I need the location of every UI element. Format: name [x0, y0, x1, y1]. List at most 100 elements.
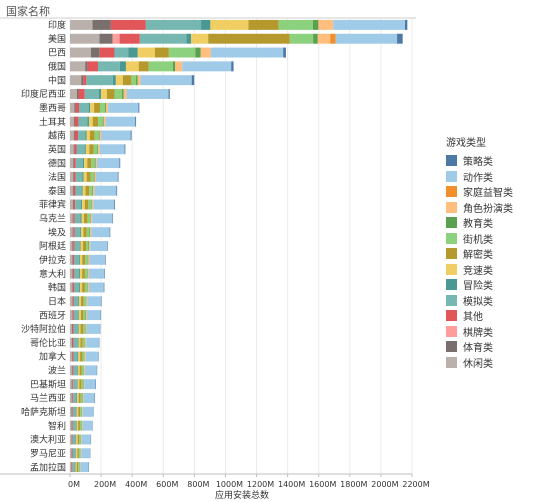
bar-segment — [201, 19, 211, 30]
bar-segment — [98, 144, 100, 155]
bar-segment — [75, 199, 82, 210]
bar-segment — [74, 268, 80, 279]
bar-segment — [94, 185, 117, 196]
bar-segment — [86, 171, 91, 182]
bar-segment — [80, 213, 82, 224]
legend-item: 教育类 — [446, 215, 546, 231]
bar-segment — [81, 296, 84, 307]
category-label: 印度尼西亚 — [21, 88, 66, 100]
legend-item: 角色扮演类 — [446, 200, 546, 216]
bar-segment — [91, 227, 110, 238]
category-label: 英国 — [48, 143, 66, 155]
bar-segment — [70, 323, 73, 334]
bar-segment — [75, 420, 77, 431]
bar-segment — [73, 351, 78, 362]
legend-swatch — [446, 310, 457, 322]
bar-segment — [76, 379, 78, 390]
bar-segment — [88, 199, 92, 210]
bar-segment — [75, 185, 82, 196]
bar-segment — [89, 241, 91, 251]
bar-segment — [86, 310, 101, 321]
bar-segment — [80, 448, 82, 459]
bar-segment — [85, 61, 88, 72]
bar-segment — [74, 116, 75, 127]
bar-segment — [83, 227, 87, 238]
bar-segment — [79, 434, 81, 445]
bar-segment — [72, 241, 74, 251]
bar-segment — [87, 254, 89, 265]
bar-segment — [86, 75, 113, 86]
bar-segment — [72, 310, 74, 321]
legend-label: 棋牌类 — [463, 327, 493, 339]
bar-segment — [72, 323, 74, 334]
bar-segment — [70, 448, 72, 459]
bar-segment — [73, 379, 77, 390]
bar-segment — [70, 89, 77, 99]
bar-segment — [81, 75, 84, 86]
bar-segment — [81, 448, 90, 459]
legend: 游戏类型 策略类 动作类 家庭益智类 角色扮演类 教育类 街机类 解密类 竞速类 冒险类 模拟类其… — [446, 137, 546, 370]
legend-swatch — [446, 294, 457, 306]
bar-segment — [317, 33, 331, 44]
bar-segment — [90, 171, 94, 182]
bar-segment — [90, 213, 93, 224]
bar-segment — [86, 310, 87, 321]
bar-segment — [82, 241, 87, 251]
bar-segment — [99, 144, 125, 155]
category-label: 法国 — [48, 171, 66, 183]
bar-segment — [70, 254, 73, 265]
bar-segment — [78, 323, 81, 334]
legend-label: 冒险类 — [463, 281, 493, 293]
bar-segment — [86, 296, 88, 307]
legend-label: 角色扮演类 — [463, 203, 513, 215]
bar-segment — [73, 199, 76, 210]
legend-swatch — [446, 356, 457, 368]
bar-segment — [96, 158, 120, 169]
bar-segment — [119, 61, 126, 72]
bar-segment — [124, 144, 126, 155]
category-label: 伊拉克 — [39, 254, 66, 266]
bar-segment — [82, 268, 85, 279]
bar-segment — [73, 365, 78, 376]
bar-segment — [76, 393, 78, 403]
bar-segment — [80, 227, 82, 238]
x-axis-ticks: 0M 200M 400M 600M 800M 1000M 1200M 1400M 1600M 18… — [68, 474, 430, 489]
bar-segment — [88, 102, 91, 113]
legend-item: 动作类 — [446, 169, 546, 185]
bar-segment — [92, 213, 113, 224]
bar-segment — [81, 434, 91, 445]
legend-item: 街机类 — [446, 231, 546, 247]
bar-segment — [91, 158, 95, 169]
bar-segment — [77, 448, 79, 459]
bar-segment — [102, 116, 104, 127]
bar-segment — [88, 282, 104, 293]
bar-segment — [85, 254, 88, 265]
bar-segment — [78, 337, 81, 348]
bar-segment — [73, 241, 75, 251]
bar-segment — [186, 33, 192, 44]
bar-segment — [138, 102, 140, 113]
bar-segment — [72, 448, 76, 459]
bar-segment — [103, 116, 106, 127]
bar-segment — [83, 75, 87, 86]
bar-segment — [72, 393, 74, 403]
bar-segment — [82, 199, 85, 210]
category-label: 巴西 — [48, 48, 66, 59]
category-label: 阿根廷 — [39, 240, 66, 252]
bar-segment — [115, 75, 123, 86]
legend-label: 模拟类 — [463, 296, 493, 308]
bar-segment — [139, 33, 187, 44]
bar-segment — [70, 393, 72, 403]
bar-segment — [82, 171, 84, 182]
bar-segment — [87, 282, 88, 293]
legend-label: 其他 — [463, 312, 483, 324]
bar-segment — [71, 406, 73, 417]
bar-segment — [79, 268, 83, 279]
legend-swatch — [446, 201, 457, 213]
bar-segment — [126, 89, 169, 99]
bar-segment — [70, 434, 72, 445]
bar-segment — [90, 241, 107, 251]
bar-segment — [79, 282, 80, 293]
legend-item: 其他 — [446, 308, 546, 324]
bar-segment — [95, 158, 97, 169]
